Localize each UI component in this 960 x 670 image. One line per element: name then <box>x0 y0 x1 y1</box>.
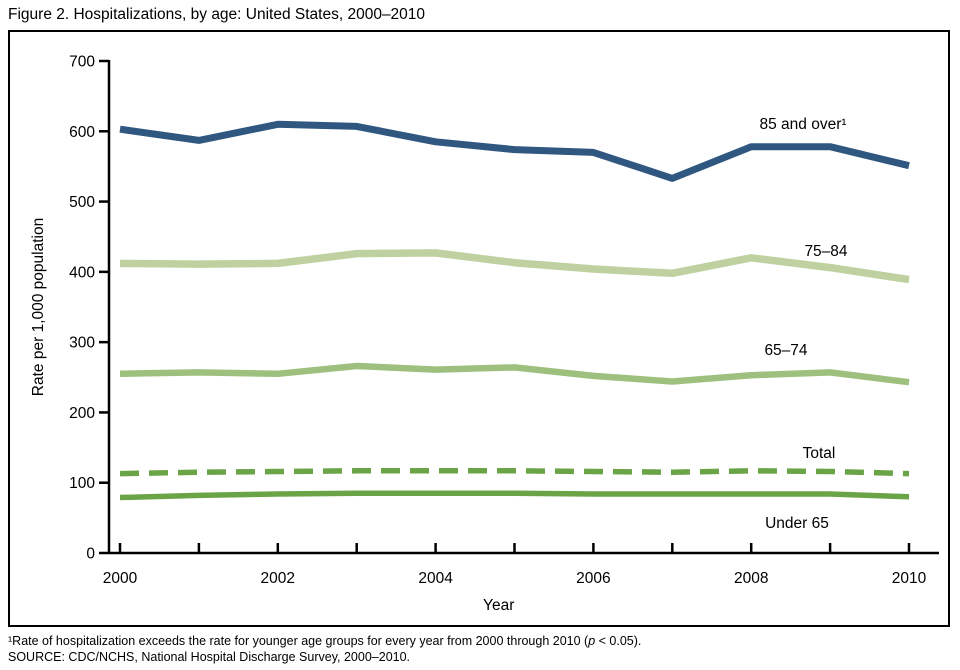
x-tick-label: 2008 <box>734 570 768 587</box>
x-axis-title: Year <box>483 597 514 614</box>
y-tick-label: 0 <box>86 546 95 563</box>
x-tick-label: 2006 <box>576 570 610 587</box>
series-label-65-74: 65–74 <box>764 342 807 359</box>
x-tick-label: 2010 <box>892 570 927 587</box>
series-line-75-84 <box>119 249 910 284</box>
x-tick-label: 2000 <box>103 570 138 587</box>
figure-title: Figure 2. Hospitalizations, by age: Unit… <box>8 6 426 23</box>
y-tick-label: 200 <box>69 405 95 422</box>
series-label-75-84: 75–84 <box>804 243 847 260</box>
series-label-85-and-over: 85 and over¹ <box>759 116 846 133</box>
series-label-total: Total <box>803 445 836 462</box>
y-tick-label: 500 <box>69 194 95 211</box>
series-line-65-74 <box>119 362 910 386</box>
chart-svg: 0 100 200 300 400 500 600 700 2000 2002 2004 2006 20… <box>30 54 939 614</box>
y-tick-label: 700 <box>69 54 95 71</box>
series-label-under-65: Under 65 <box>765 515 829 532</box>
chart-frame: 0 100 200 300 400 500 600 700 2000 2002 2004 2006 20… <box>8 30 950 627</box>
footnote-source: SOURCE: CDC/NCHS, National Hospital Disc… <box>8 650 411 664</box>
series-line-under-65 <box>119 490 910 501</box>
x-tick-label: 2002 <box>261 570 295 587</box>
footnote-1: ¹Rate of hospitalization exceeds the rat… <box>8 634 642 648</box>
y-tick-label: 300 <box>69 335 95 352</box>
y-tick-label: 400 <box>69 264 95 281</box>
series-line-total <box>119 468 910 477</box>
y-tick-label: 600 <box>69 124 95 141</box>
series-line-85-and-over <box>119 120 910 182</box>
y-axis-title: Rate per 1,000 population <box>30 218 47 396</box>
footnotes: ¹Rate of hospitalization exceeds the rat… <box>8 633 641 665</box>
y-tick-label: 100 <box>69 475 95 492</box>
x-tick-label: 2004 <box>418 570 453 587</box>
